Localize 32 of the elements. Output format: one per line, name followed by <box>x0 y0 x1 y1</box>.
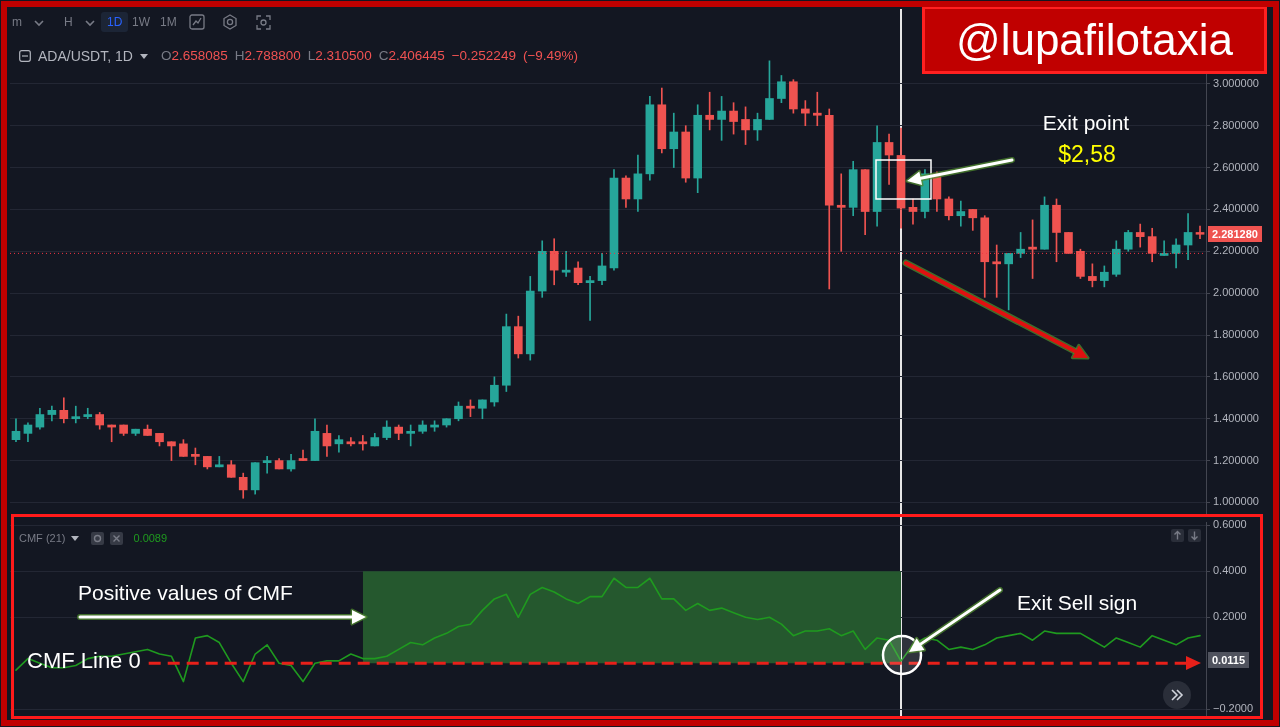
annotation: Exit Sell sign <box>1017 591 1138 615</box>
text: 1D <box>101 12 129 32</box>
y-tick-label: 3.000000 <box>1213 76 1259 89</box>
text: 1M <box>160 15 177 29</box>
text: 0.0115 <box>1208 652 1250 668</box>
y-tick-label: 2.200000 <box>1213 244 1259 257</box>
text: ADA/USDT, 1D <box>38 48 133 64</box>
y-tick-label: 1.000000 <box>1213 495 1259 508</box>
y-tick-label: −0.2000 <box>1213 702 1254 715</box>
y-tick-label: 0.6000 <box>1213 518 1247 531</box>
annotation: Exit point <box>1042 111 1130 135</box>
text: 0.0089 <box>133 531 168 545</box>
y-tick-label: 2.600000 <box>1213 160 1259 173</box>
text: O2.658085 H2.788800 L2.310500 C2.406445 −0.252249 (−9.49%) <box>160 48 579 63</box>
y-tick-label: 1.200000 <box>1213 453 1259 466</box>
y-tick-label: 1.800000 <box>1213 328 1259 341</box>
y-tick-label: 2.400000 <box>1213 202 1259 215</box>
y-tick-label: 1.400000 <box>1213 411 1259 424</box>
y-tick-label: 0.4000 <box>1213 564 1247 577</box>
y-tick-label: 0.2000 <box>1213 610 1247 623</box>
y-tick-label: 2.800000 <box>1213 118 1259 131</box>
banner-box: @lupafilotaxia <box>922 6 1267 74</box>
text: 2.281280 <box>1208 226 1262 242</box>
annotation: $2,58 <box>1058 141 1116 167</box>
text: 1W <box>132 15 150 29</box>
text: m <box>12 15 22 29</box>
y-tick-label: 1.600000 <box>1213 369 1259 382</box>
annotation: @lupafilotaxia <box>955 15 1234 65</box>
y-tick-label: 2.000000 <box>1213 286 1259 299</box>
annotation: Positive values of CMF <box>78 581 293 605</box>
text: CMF (21) <box>19 531 66 545</box>
text: H <box>64 15 73 29</box>
